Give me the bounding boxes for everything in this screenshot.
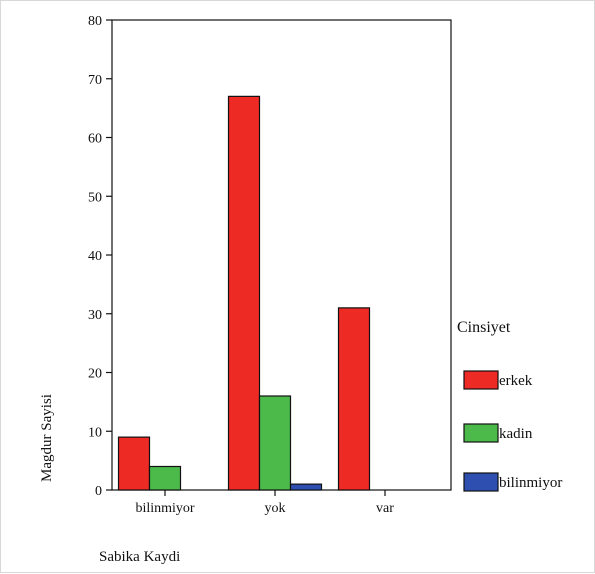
legend-swatch-bilinmiyor <box>463 472 499 492</box>
legend-label-kadin: kadin <box>499 426 533 442</box>
legend-title: Cinsiyet <box>457 319 511 336</box>
y-tick-label: 60 <box>88 132 102 147</box>
x-axis-title: Sabika Kaydi <box>99 549 180 565</box>
y-tick-label: 30 <box>88 308 102 323</box>
bar-erkek-yok <box>227 95 261 491</box>
y-tick-label: 10 <box>88 425 102 440</box>
bar-bilinmiyor-yok <box>289 483 323 491</box>
x-tick-label: bilinmiyor <box>135 501 194 516</box>
legend-label-bilinmiyor: bilinmiyor <box>499 475 562 491</box>
bar-erkek-bilinmiyor <box>117 436 151 491</box>
legend: Cinsiyet erkek kadin bilinmiyor <box>457 319 562 492</box>
y-tick-label: 40 <box>88 249 102 264</box>
y-tick-label: 0 <box>95 484 102 499</box>
bar-erkek-var <box>337 307 371 491</box>
y-tick-label: 70 <box>88 73 102 88</box>
bar-kadin-yok <box>258 395 292 491</box>
bars <box>117 95 371 491</box>
legend-swatch-kadin <box>463 423 499 443</box>
y-tick-label: 20 <box>88 367 102 382</box>
bar-kadin-bilinmiyor <box>148 465 182 491</box>
legend-label-erkek: erkek <box>499 373 533 389</box>
y-tick-label: 80 <box>88 14 102 29</box>
legend-swatch-erkek <box>463 370 499 390</box>
y-tick-label: 50 <box>88 190 102 205</box>
x-tick-label: var <box>376 501 394 516</box>
x-tick-label: yok <box>265 501 286 516</box>
x-axis-ticks: bilinmiyor yok var <box>135 490 394 516</box>
y-axis-ticks: 0 10 20 30 40 50 60 70 80 <box>88 14 112 499</box>
y-axis-title: Magdur Sayisi <box>39 394 55 482</box>
